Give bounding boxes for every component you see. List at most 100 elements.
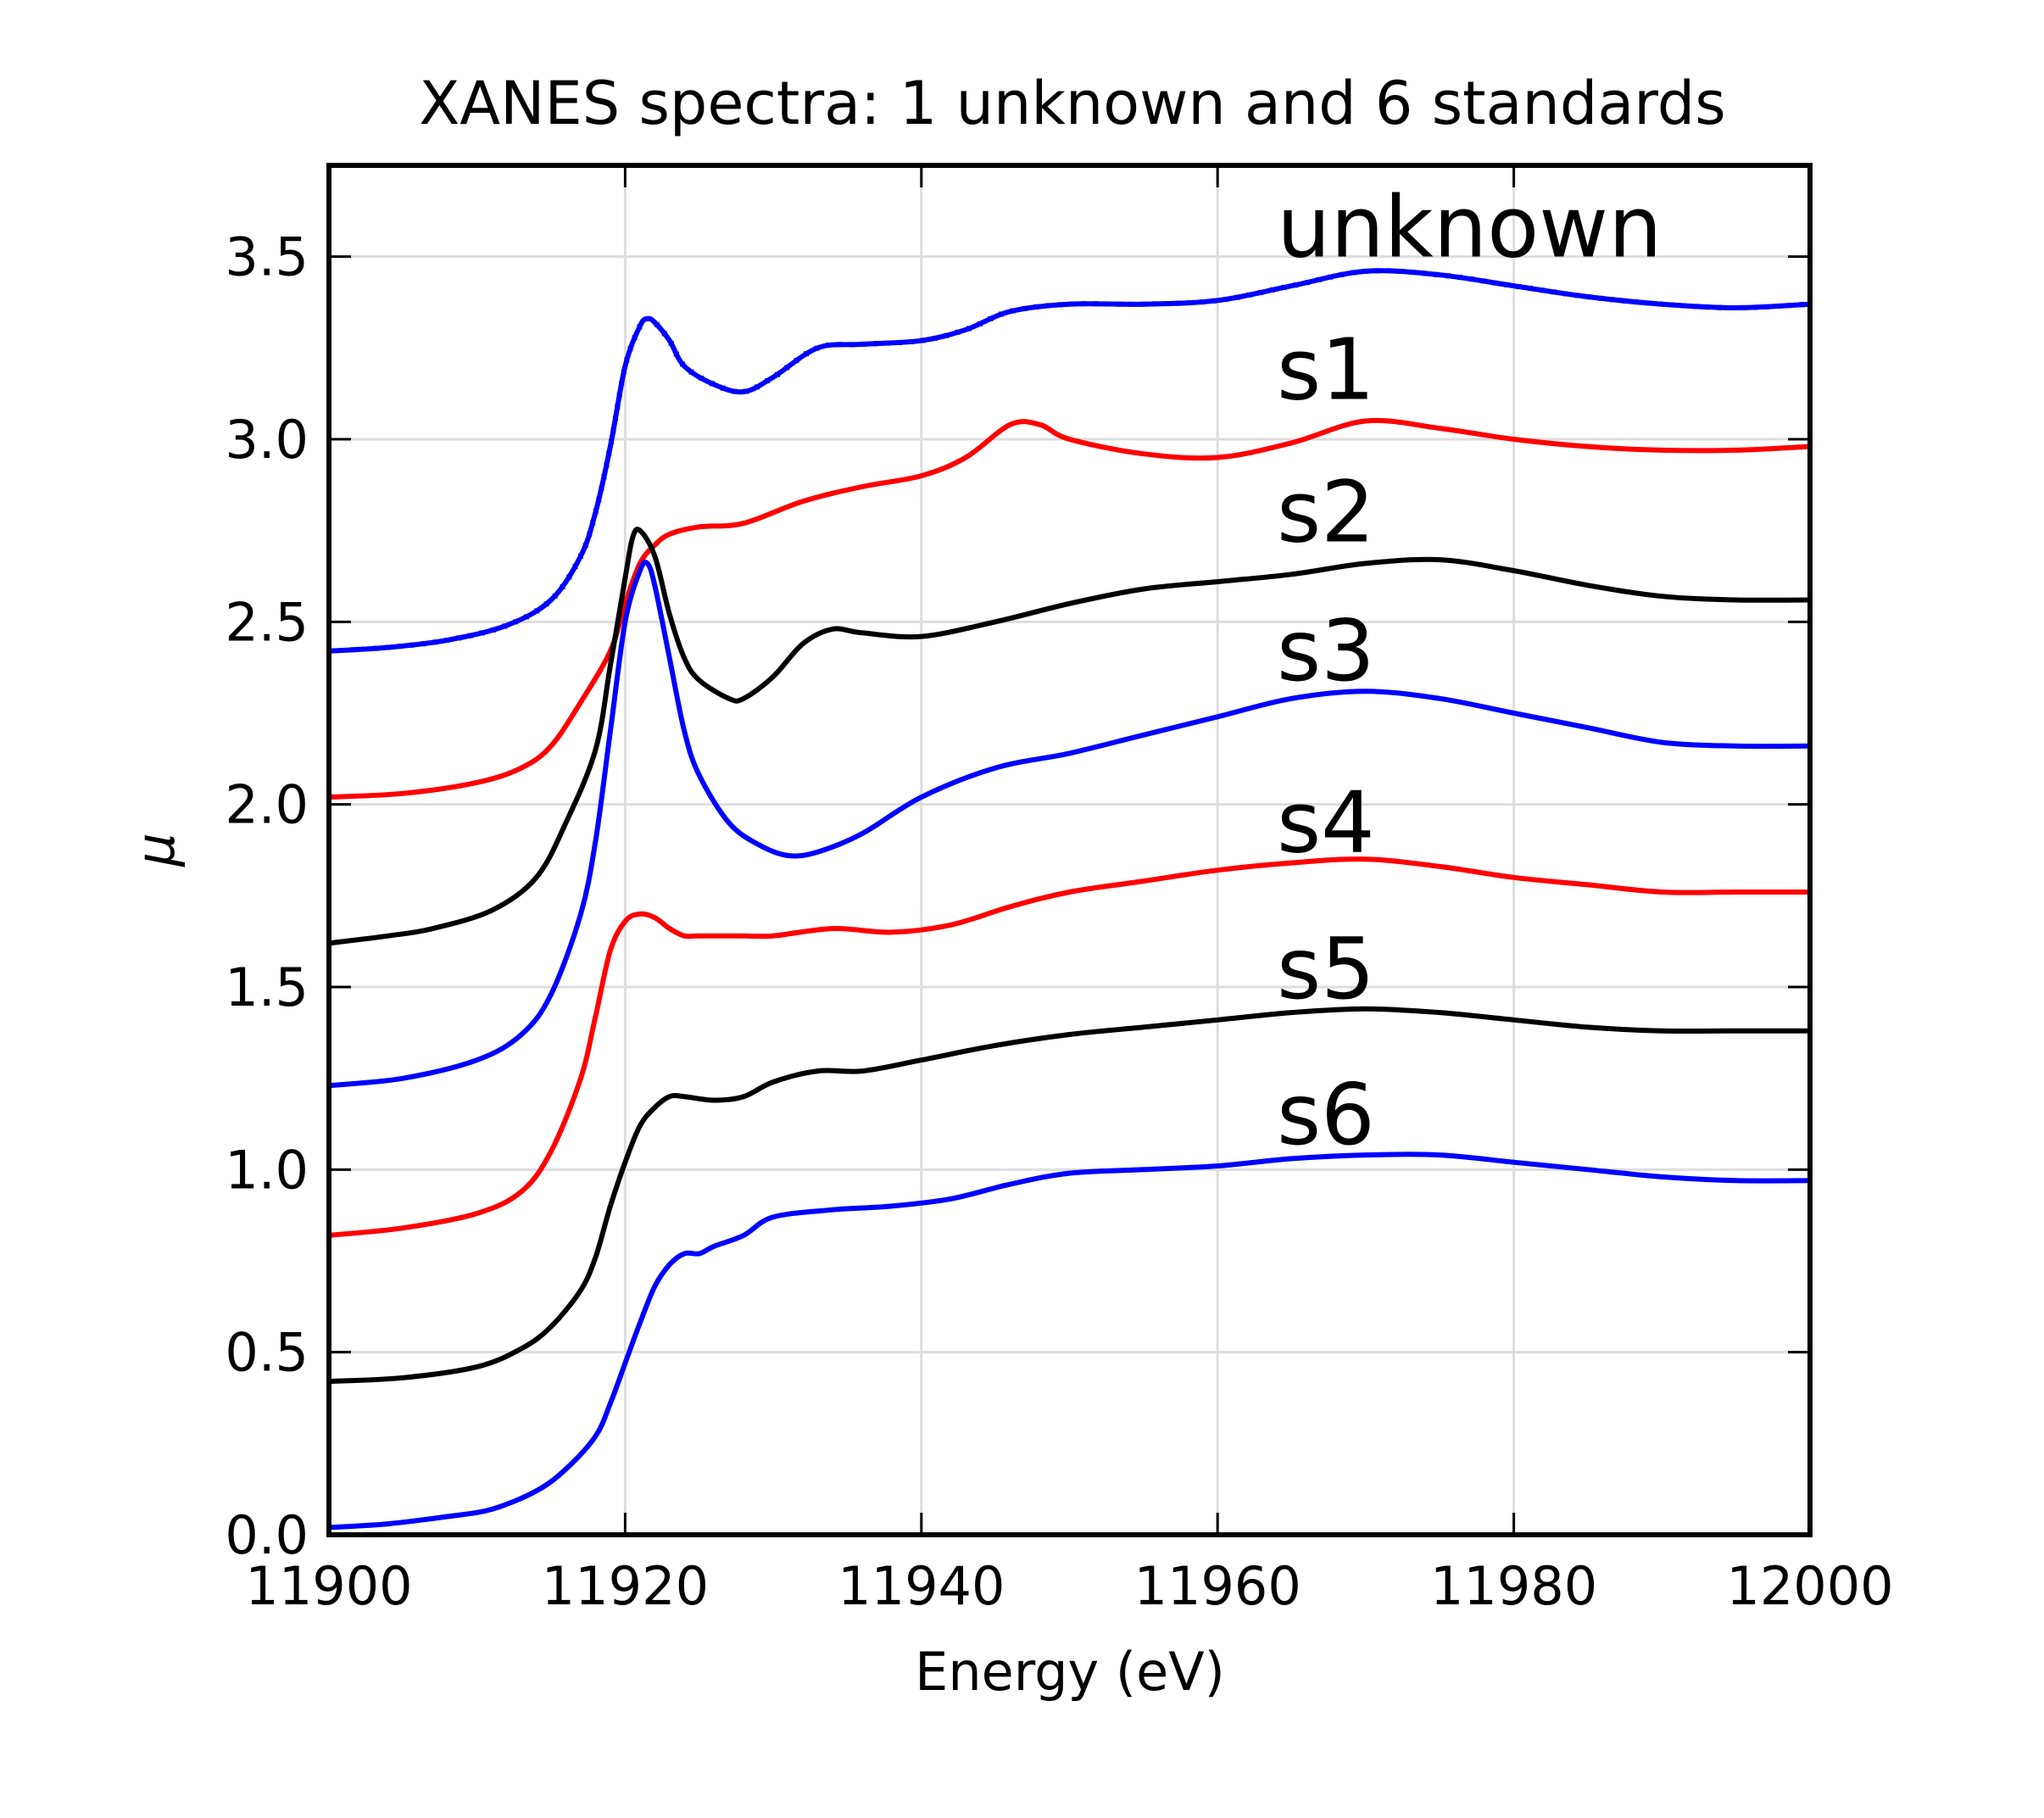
series-marker-unknown	[1728, 304, 1734, 310]
series-line-s5	[326, 1006, 1813, 1385]
series-marker-unknown	[1504, 282, 1510, 287]
series-marker-unknown	[456, 635, 462, 641]
series-marker-unknown	[1188, 300, 1194, 306]
series-marker-unknown	[596, 497, 602, 503]
series-marker-unknown	[744, 388, 749, 394]
series-marker-unknown	[988, 315, 994, 321]
series-marker-unknown	[1316, 276, 1322, 282]
curve-label-s3: s3	[1277, 601, 1375, 700]
series-marker-unknown	[688, 369, 694, 375]
series-marker-unknown	[1328, 274, 1334, 280]
series-marker-unknown	[373, 645, 379, 651]
series-marker-unknown	[1281, 284, 1287, 290]
series-marker-unknown	[849, 342, 855, 348]
series-marker-unknown	[1787, 303, 1793, 309]
y-tick-label-3: 1.5	[225, 956, 309, 1018]
series-marker-unknown	[1704, 304, 1710, 310]
series-marker-unknown	[601, 474, 607, 480]
series-marker-unknown	[560, 583, 565, 589]
series-marker-unknown	[432, 639, 438, 645]
series-marker-unknown	[1164, 301, 1170, 307]
series-marker-unknown	[582, 543, 588, 549]
series-marker-unknown	[999, 311, 1005, 317]
series-marker-unknown	[1176, 300, 1182, 306]
x-tick-label-5: 12000	[1726, 1555, 1893, 1617]
series-marker-unknown	[349, 647, 355, 653]
series-marker-unknown	[720, 385, 726, 391]
series-marker-unknown	[1516, 283, 1522, 289]
series-marker-unknown	[699, 376, 705, 382]
series-marker-unknown	[1200, 299, 1206, 305]
series-marker-unknown	[1362, 268, 1368, 274]
series-marker-unknown	[616, 392, 622, 398]
series-marker-unknown	[552, 593, 558, 599]
series-group	[326, 268, 1813, 1531]
series-marker-unknown	[624, 357, 630, 363]
series-marker-unknown	[1468, 276, 1474, 282]
series-marker-unknown	[784, 365, 790, 371]
x-tick-label-2: 11940	[838, 1555, 1005, 1617]
series-marker-unknown	[1304, 280, 1310, 286]
series-marker-unknown	[1740, 304, 1746, 310]
series-marker-unknown	[1680, 303, 1686, 309]
series-marker-unknown	[1293, 282, 1299, 288]
series-marker-unknown	[609, 438, 615, 444]
series-marker-unknown	[621, 369, 627, 375]
series-marker-unknown	[1010, 308, 1016, 314]
series-marker-unknown	[361, 646, 367, 652]
series-marker-unknown	[397, 644, 403, 650]
series-marker-unknown	[825, 343, 831, 349]
series-marker-unknown	[615, 404, 621, 410]
series-marker-unknown	[612, 415, 618, 421]
series-marker-unknown	[566, 574, 572, 580]
series-marker-unknown	[1223, 296, 1228, 302]
series-marker-unknown	[1246, 292, 1252, 298]
series-marker-unknown	[673, 351, 679, 357]
series-marker-unknown	[668, 340, 674, 346]
series-marker-unknown	[654, 321, 660, 327]
series-marker-unknown	[1422, 270, 1428, 276]
series-line-s4	[326, 856, 1813, 1238]
series-marker-unknown	[1457, 275, 1463, 281]
series-marker-unknown	[637, 324, 643, 330]
series-marker-unknown	[1668, 302, 1674, 308]
series-marker-unknown	[1434, 271, 1440, 277]
series-marker-unknown	[599, 485, 604, 491]
series-marker-unknown	[1539, 287, 1545, 293]
series-marker-unknown	[534, 608, 540, 614]
series-marker-unknown	[1117, 301, 1122, 307]
series-marker-unknown	[632, 335, 638, 341]
series-marker-unknown	[920, 337, 926, 343]
series-marker-unknown	[860, 341, 866, 347]
series-marker-unknown	[1105, 301, 1111, 307]
series-marker-unknown	[1634, 299, 1640, 305]
series-marker-unknown	[709, 381, 715, 387]
series-marker-unknown	[1692, 304, 1698, 310]
series-marker-unknown	[765, 378, 771, 384]
series-marker-unknown	[543, 601, 549, 607]
series-marker-unknown	[804, 351, 810, 357]
series-marker-unknown	[523, 614, 529, 620]
y-tick-label-7: 3.5	[225, 226, 309, 288]
curve-label-unknown: unknown	[1277, 178, 1662, 277]
series-marker-unknown	[1057, 302, 1063, 308]
series-marker-unknown	[619, 380, 625, 386]
series-marker-unknown	[755, 384, 760, 390]
y-tick-label-6: 3.0	[225, 409, 309, 471]
series-marker-unknown	[1211, 298, 1217, 304]
series-marker-unknown	[1574, 293, 1580, 298]
series-line-unknown	[326, 268, 1813, 654]
series-marker-unknown	[732, 388, 738, 394]
series-marker-unknown	[896, 339, 902, 345]
series-marker-unknown	[1657, 301, 1662, 307]
series-marker-unknown	[1022, 305, 1028, 311]
series-marker-unknown	[1234, 294, 1240, 300]
series-marker-unknown	[644, 315, 650, 321]
series-marker-unknown	[1081, 301, 1087, 307]
series-marker-unknown	[837, 342, 843, 348]
series-marker-unknown	[1562, 291, 1568, 297]
series-marker-unknown	[1033, 304, 1039, 310]
series-marker-unknown	[1492, 280, 1498, 286]
series-marker-unknown	[479, 630, 485, 636]
series-marker-unknown	[490, 627, 496, 633]
